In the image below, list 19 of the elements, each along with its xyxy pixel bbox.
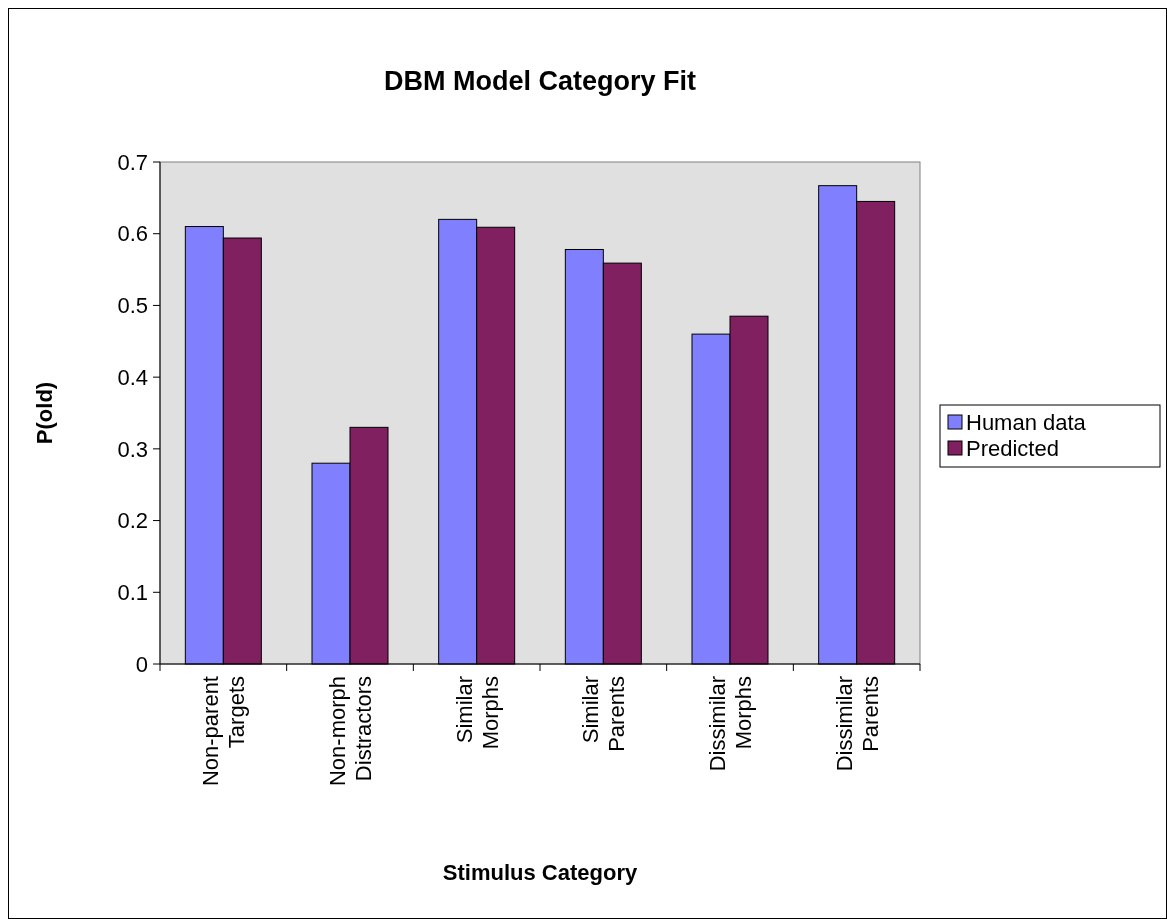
- y-tick-label: 0.3: [117, 436, 148, 462]
- x-tick-label: Non-parent Targets: [198, 676, 250, 787]
- y-tick-label: 0.1: [117, 579, 148, 605]
- y-tick-label: 0.7: [117, 149, 148, 175]
- y-tick-label: 0.2: [117, 508, 148, 534]
- x-tick-label: Dissimilar Morphs: [705, 676, 756, 772]
- chart-title: DBM Model Category Fit: [383, 66, 697, 96]
- legend-label: Human data: [966, 409, 1087, 435]
- x-tick-label: Non-morph Distractors: [325, 676, 376, 787]
- y-tick-label: 0.6: [117, 221, 148, 247]
- x-tick-label: Similar Parents: [578, 676, 630, 752]
- x-tick-label: Similar Morphs: [451, 676, 503, 750]
- y-tick-label: 0.5: [117, 293, 148, 319]
- y-tick-label: 0.4: [117, 364, 148, 390]
- y-axis-title: P(old): [32, 381, 57, 445]
- x-axis-title: Stimulus Category: [442, 860, 638, 885]
- x-tick-label: Dissimilar Parents: [831, 676, 883, 772]
- legend-label: Predicted: [966, 435, 1059, 461]
- y-tick-label: 0: [135, 651, 148, 677]
